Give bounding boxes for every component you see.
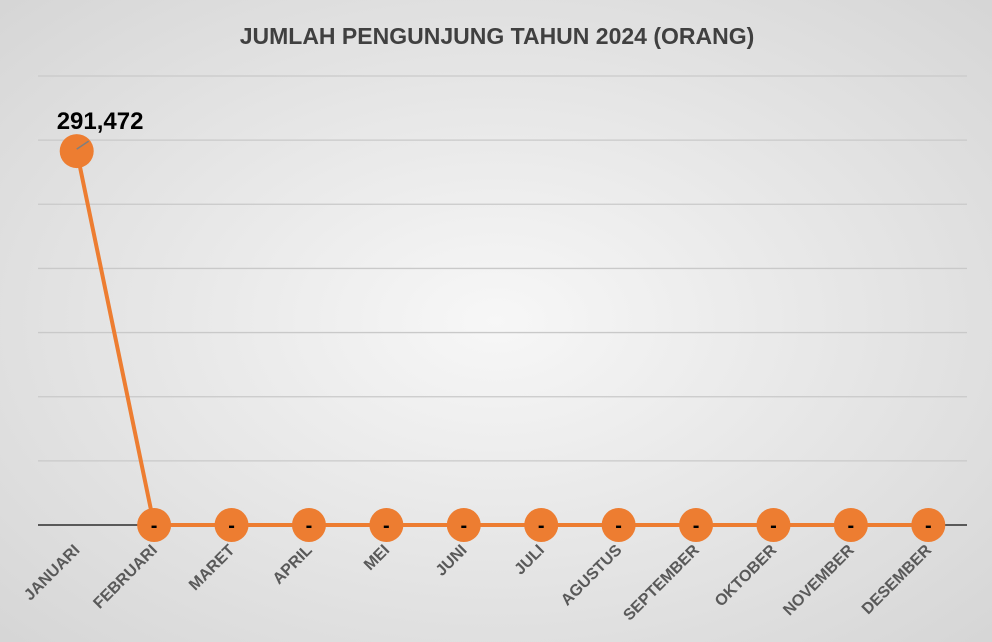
data-point-januari (59, 134, 94, 169)
data-point-agustus (601, 508, 636, 542)
data-point-april (291, 508, 326, 542)
data-label-februari: - (151, 515, 158, 537)
data-point-november (833, 508, 868, 542)
data-point-september (679, 508, 714, 542)
data-point-februari (137, 508, 172, 542)
data-point-juli (524, 508, 559, 542)
data-label-april: - (306, 515, 313, 537)
data-labels: 291,472 - - - - - - - - - - - (57, 108, 932, 537)
data-point-mei (369, 508, 404, 542)
data-label-leader (76, 140, 90, 150)
data-label-agustus: - (615, 515, 622, 537)
data-label-desember: - (925, 515, 932, 537)
data-label-september: - (693, 515, 700, 537)
chart-title: JUMLAH PENGUNJUNG TAHUN 2024 (ORANG) (240, 23, 755, 49)
gridlines (38, 75, 967, 462)
data-label-november: - (848, 515, 855, 537)
data-label-mei: - (383, 515, 390, 537)
data-point-oktober (756, 508, 791, 542)
data-point-juni (446, 508, 481, 542)
data-point-maret (214, 508, 249, 542)
data-label-januari: 291,472 (57, 108, 144, 135)
data-label-oktober: - (770, 515, 777, 537)
data-label-juli: - (538, 515, 545, 537)
data-label-juni: - (460, 515, 467, 537)
series-markers (59, 134, 946, 542)
data-point-desember (911, 508, 946, 542)
data-label-maret: - (228, 515, 235, 537)
